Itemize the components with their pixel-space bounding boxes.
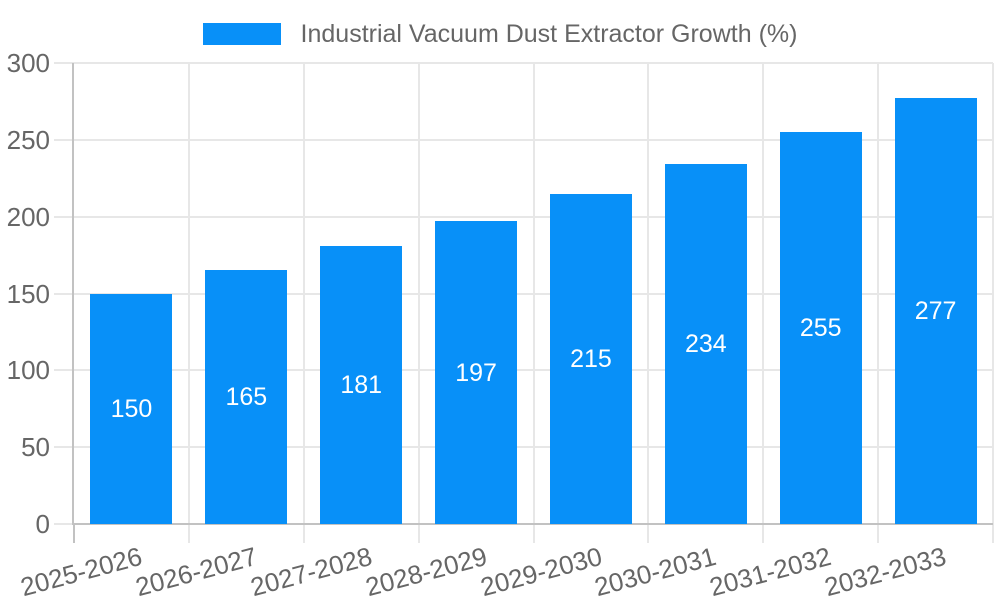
bar-value-label: 215 (570, 344, 612, 373)
y-tick-label: 250 (6, 124, 50, 155)
x-axis-tick (187, 524, 190, 543)
y-axis-tick (54, 62, 74, 64)
vertical-gridline (647, 63, 650, 524)
vertical-gridline (992, 63, 994, 524)
bar-value-label: 181 (340, 370, 383, 399)
x-axis-tick (762, 524, 765, 543)
bar[interactable] (664, 164, 747, 524)
y-tick-label: 100 (6, 355, 50, 386)
bar[interactable] (320, 245, 403, 524)
legend-label: Industrial Vacuum Dust Extractor Growth … (300, 19, 798, 48)
y-axis-tick (54, 523, 74, 525)
y-tick-label: 300 (6, 48, 50, 78)
x-tick-label: 2030-2031 (591, 541, 720, 600)
x-tick-label: 2029-2030 (476, 541, 605, 600)
x-axis-tick (647, 524, 650, 543)
vertical-gridline (417, 63, 420, 524)
bar[interactable] (205, 270, 288, 524)
x-tick-label: 2028-2029 (361, 541, 490, 600)
vertical-gridline (762, 63, 765, 524)
x-axis-tick (302, 524, 305, 543)
bar-value-label: 255 (799, 314, 842, 343)
vertical-gridline (877, 63, 880, 524)
y-axis-tick (54, 369, 74, 372)
bar-value-label: 234 (684, 330, 727, 359)
bar-value-label: 277 (914, 297, 957, 326)
x-axis-line (72, 523, 993, 525)
bar-value-label: 197 (455, 358, 497, 387)
x-tick-label: 2027-2028 (247, 541, 375, 600)
x-tick-label: 2032-2033 (821, 541, 950, 600)
y-tick-label: 0 (35, 509, 50, 539)
x-axis-tick (73, 524, 75, 543)
y-axis-tick (54, 215, 74, 218)
bar-value-label: 150 (110, 394, 153, 423)
x-axis-tick (532, 524, 535, 543)
y-tick-label: 50 (21, 432, 50, 463)
y-tick-label: 200 (6, 201, 50, 232)
x-axis-tick (992, 524, 994, 543)
y-axis-line (72, 63, 74, 524)
x-tick-label: 2026-2027 (132, 541, 261, 600)
bar-value-label: 165 (225, 383, 268, 412)
y-tick-label: 150 (6, 278, 50, 309)
y-axis-tick (54, 446, 74, 449)
x-axis-tick (877, 524, 880, 543)
y-axis-tick (54, 292, 74, 295)
bar[interactable] (549, 193, 632, 524)
vertical-gridline (532, 63, 535, 524)
vertical-gridline (187, 63, 190, 524)
x-axis-tick (417, 524, 420, 543)
x-tick-label: 2031-2032 (706, 541, 835, 600)
legend-item[interactable]: Industrial Vacuum Dust Extractor Growth … (0, 14, 1000, 54)
bar[interactable] (435, 221, 518, 524)
bar[interactable] (90, 293, 173, 524)
legend-marker (202, 23, 281, 45)
y-axis-tick (54, 138, 74, 141)
x-tick-label: 2025-2026 (17, 541, 146, 600)
bar[interactable] (894, 98, 977, 524)
bar[interactable] (779, 132, 862, 524)
vertical-gridline (302, 63, 305, 524)
